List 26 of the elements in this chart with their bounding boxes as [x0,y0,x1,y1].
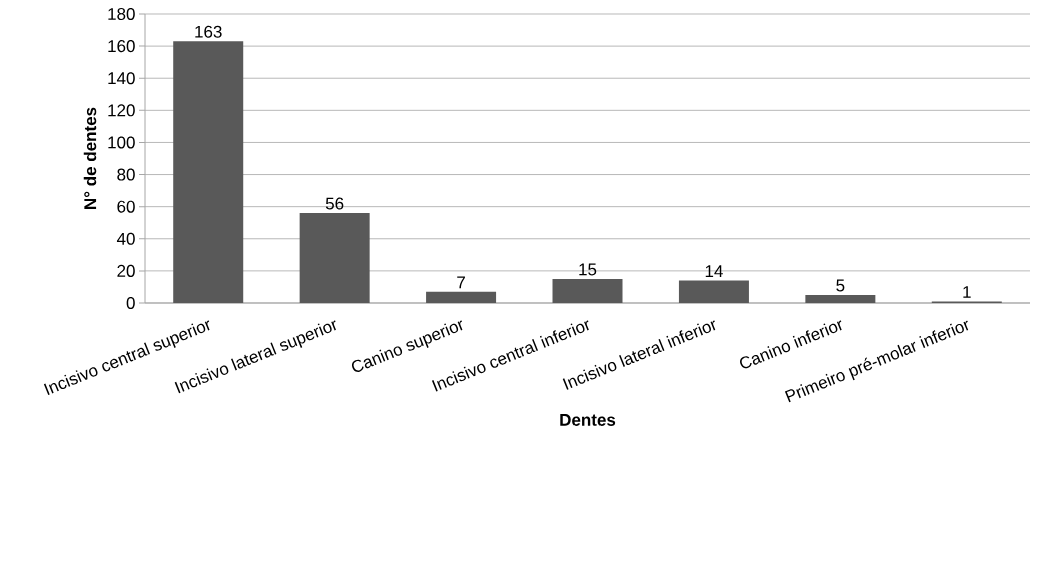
data-label: 14 [705,265,723,277]
bar [173,41,244,303]
bar [678,280,749,303]
bar [426,291,497,303]
y-tick-label: 80 [117,168,135,181]
y-tick-label: 180 [108,7,135,21]
data-label: 5 [836,279,845,292]
data-label: 7 [457,276,465,289]
y-tick-label: 0 [126,296,135,310]
data-label: 56 [325,197,344,210]
bar [299,213,370,303]
data-label: 163 [195,25,222,38]
y-tick-label: 40 [116,232,135,245]
y-tick-label: 100 [108,136,135,149]
y-axis-title: N° de dentes [83,107,97,209]
y-tick-label: 60 [117,200,135,213]
y-tick-label: 120 [108,104,135,117]
y-tick-label: 140 [108,72,135,85]
bar [805,294,876,303]
data-label: 15 [579,263,597,276]
bar [552,278,623,303]
x-axis-title: Dentes [560,414,616,426]
x-tick-label: Canino inferior [740,320,842,369]
y-tick-label: 20 [117,264,135,277]
data-label: 1 [963,286,971,298]
y-tick-label: 160 [108,40,135,53]
